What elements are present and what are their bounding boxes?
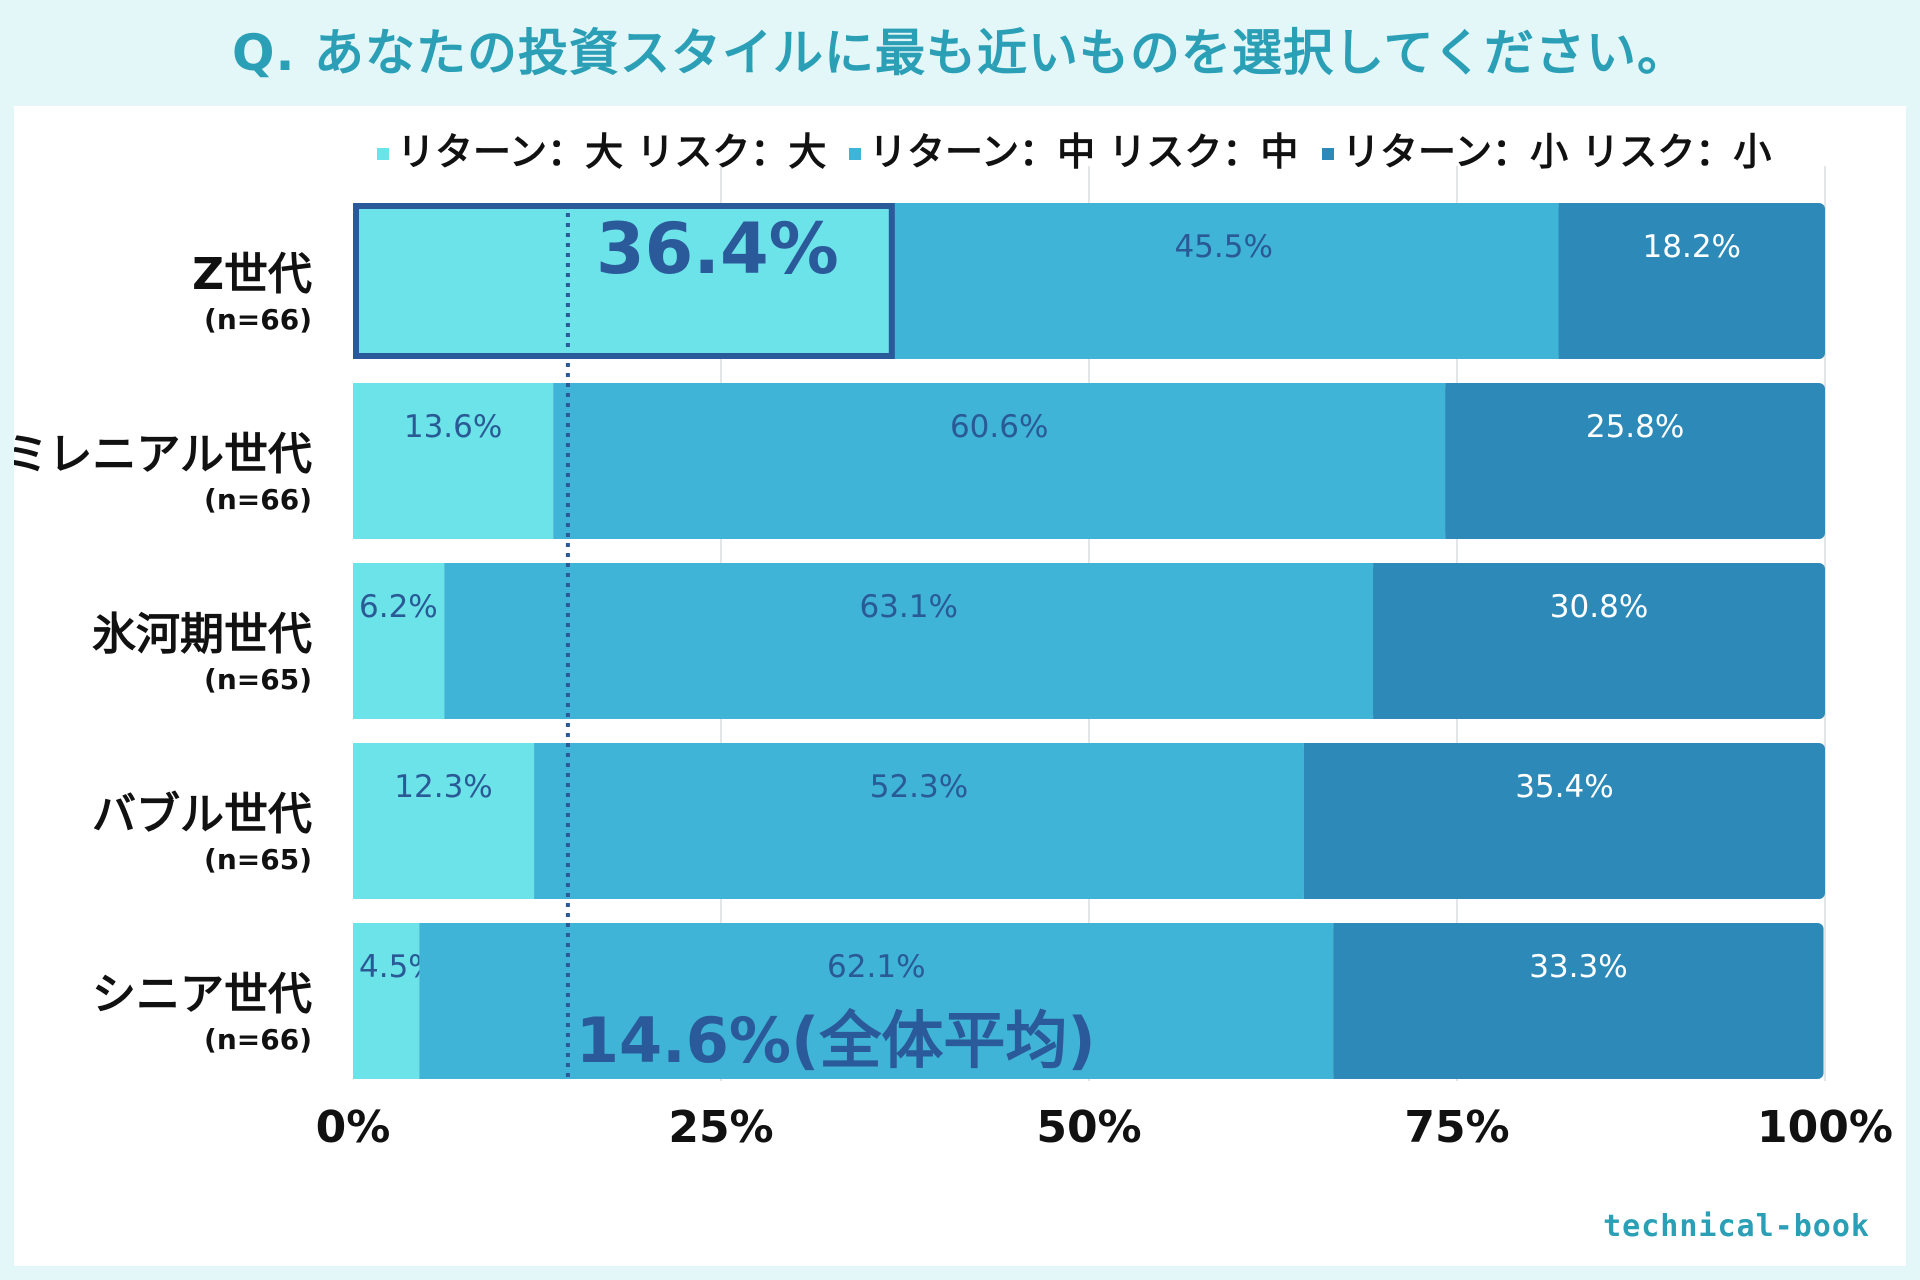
legend-swatch xyxy=(849,148,861,160)
bar-segment xyxy=(353,383,554,539)
legend-swatch xyxy=(1322,148,1334,160)
category-label: バブル世代 xyxy=(92,789,312,840)
bar-segment xyxy=(1303,743,1825,899)
data-label: 18.2% xyxy=(1643,229,1741,265)
data-label: 33.3% xyxy=(1529,949,1627,985)
data-label: 13.6% xyxy=(404,409,502,445)
sample-size-label: (n=66) xyxy=(204,303,312,336)
category-label: 氷河期世代 xyxy=(92,609,312,660)
x-tick-label: 100% xyxy=(1757,1102,1893,1153)
bar-segment xyxy=(1445,383,1825,539)
chart-title: Q. あなたの投資スタイルに最も近いものを選択してください。 xyxy=(232,24,1688,82)
chart-panel: リターン：大 リスク：大 リターン：中 リスク：中 リターン：小 リスク：小 45.5… xyxy=(14,106,1906,1266)
bar-segment xyxy=(1333,923,1346,1079)
bar-segment xyxy=(444,563,1374,719)
brand-logo: technical-book xyxy=(1603,1209,1870,1244)
legend-label: リターン：中 リスク：中 xyxy=(869,130,1298,174)
x-tick-label: 0% xyxy=(316,1102,391,1153)
data-label: 62.1% xyxy=(827,949,925,985)
bar-segment xyxy=(419,923,1334,1079)
bar-segment xyxy=(534,743,1304,899)
x-tick-label: 75% xyxy=(1404,1102,1509,1153)
data-label: 30.8% xyxy=(1550,589,1648,625)
bar-segment xyxy=(1445,383,1458,539)
sample-size-label: (n=66) xyxy=(204,1023,312,1056)
bar-segment xyxy=(353,923,420,1079)
data-label: 25.8% xyxy=(1586,409,1684,445)
bar-segment xyxy=(1373,563,1386,719)
sample-size-label: (n=66) xyxy=(204,483,312,516)
bar-segment xyxy=(1558,203,1571,359)
data-label: 45.5% xyxy=(1174,229,1272,265)
bar-segment xyxy=(1303,743,1316,899)
highlight-box xyxy=(353,203,895,359)
x-tick-label: 25% xyxy=(668,1102,773,1153)
data-label: 52.3% xyxy=(870,769,968,805)
data-label: 12.3% xyxy=(394,769,492,805)
highlight-value-label: 36.4% xyxy=(596,208,839,290)
data-label: 60.6% xyxy=(950,409,1048,445)
category-label: Z世代 xyxy=(192,249,312,300)
sample-size-label: (n=65) xyxy=(204,843,312,876)
data-label: 6.2% xyxy=(359,589,438,625)
bar-segment xyxy=(553,383,1446,539)
category-label: ミレニアル世代 xyxy=(14,429,312,480)
average-line-label: 14.6%(全体平均) xyxy=(576,1004,1096,1077)
legend-label: リターン：小 リスク：小 xyxy=(1342,130,1771,174)
data-label: 63.1% xyxy=(859,589,957,625)
bar-segment xyxy=(888,203,1559,359)
bar-segment xyxy=(1373,563,1825,719)
data-label: 35.4% xyxy=(1515,769,1613,805)
bar-segment xyxy=(353,563,445,719)
bar-segment xyxy=(1333,923,1824,1079)
stacked-bar-chart: リターン：大 リスク：大 リターン：中 リスク：中 リターン：小 リスク：小 45.5… xyxy=(14,130,1893,1153)
bar-segment xyxy=(353,743,535,899)
category-label: シニア世代 xyxy=(92,969,312,1020)
bar-segment xyxy=(353,203,889,359)
sample-size-label: (n=65) xyxy=(204,663,312,696)
legend-swatch xyxy=(377,148,389,160)
legend-label: リターン：大 リスク：大 xyxy=(397,130,826,174)
x-tick-label: 50% xyxy=(1036,1102,1141,1153)
bar-segment xyxy=(1558,203,1825,359)
